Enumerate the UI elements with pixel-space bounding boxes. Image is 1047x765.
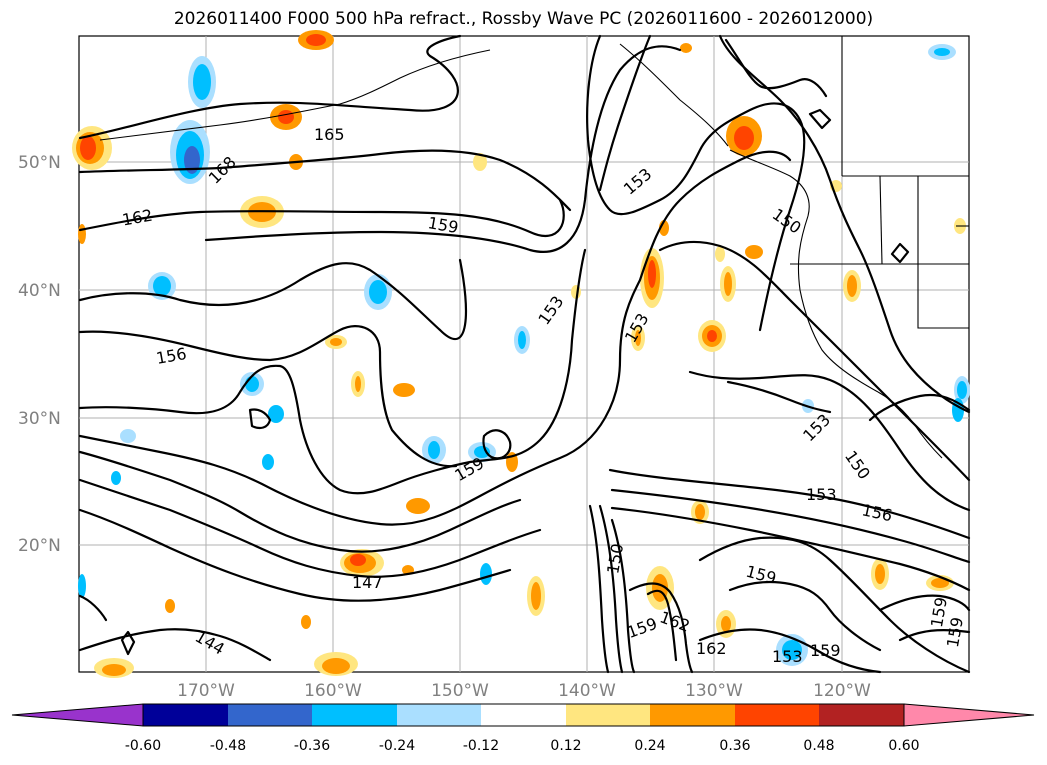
lon-tick-label: 160°W <box>304 681 362 701</box>
negative-anomaly <box>120 429 136 443</box>
negative-anomaly <box>428 441 440 459</box>
colorbar-bin <box>819 704 904 726</box>
longitude-labels: 170°W 160°W 150°W 140°W 130°W 120°W <box>177 681 871 701</box>
colorbar-bin <box>481 704 566 726</box>
colorbar: -0.60 -0.48 -0.36 -0.24 -0.12 0.12 0.24 … <box>11 703 1035 754</box>
negative-anomaly <box>245 376 259 392</box>
positive-anomaly <box>306 34 326 46</box>
colorbar-extend-max <box>903 703 1035 727</box>
positive-anomaly <box>695 504 705 520</box>
positive-anomaly <box>875 564 885 584</box>
negative-anomaly <box>262 454 274 470</box>
colorbar-outline <box>142 703 905 727</box>
lat-tick-label: 50°N <box>18 153 61 173</box>
colorbar-bin <box>312 704 397 726</box>
colorbar-tick-label: 0.48 <box>803 738 834 754</box>
lat-tick-label: 40°N <box>18 281 61 301</box>
contour-label: 153 <box>806 485 837 504</box>
positive-anomaly <box>393 383 415 397</box>
positive-anomaly <box>406 498 430 514</box>
colorbar-extend-min <box>11 703 144 727</box>
lat-tick-label: 30°N <box>18 409 61 429</box>
negative-anomaly <box>193 64 211 100</box>
positive-anomaly <box>680 43 692 53</box>
contour-label: 159 <box>810 641 841 660</box>
positive-anomaly <box>322 658 350 674</box>
colorbar-bin <box>650 704 735 726</box>
positive-anomaly <box>734 126 754 150</box>
positive-anomaly <box>724 272 732 296</box>
positive-anomaly <box>473 153 487 171</box>
map-panel <box>72 30 971 678</box>
positive-anomaly <box>707 330 717 342</box>
colorbar-tick-label: -0.24 <box>379 738 415 754</box>
map-frame <box>78 35 970 673</box>
height-contours <box>78 34 971 674</box>
positive-anomaly <box>278 110 294 124</box>
latitude-labels: 50°N 40°N 30°N 20°N <box>18 153 61 556</box>
colorbar-tick-label: 0.60 <box>888 738 919 754</box>
chart-title: 2026011400 F000 500 hPa refract., Rossby… <box>173 9 874 29</box>
positive-anomaly <box>931 578 949 588</box>
negative-anomaly <box>957 381 967 399</box>
colorbar-bin <box>566 704 650 726</box>
lat-tick-label: 20°N <box>18 536 61 556</box>
colorbar-bin <box>228 704 312 726</box>
positive-anomaly <box>330 338 342 346</box>
positive-anomaly <box>80 136 96 160</box>
coastlines <box>99 36 969 459</box>
negative-anomaly <box>153 276 171 296</box>
negative-anomaly <box>518 331 526 349</box>
negative-anomaly <box>369 280 387 304</box>
contour-label: 147 <box>352 573 383 592</box>
positive-anomaly <box>745 245 763 259</box>
lon-tick-label: 150°W <box>431 681 489 701</box>
colorbar-bin <box>397 704 481 726</box>
colorbar-bin <box>143 704 228 726</box>
contour-label: 153 <box>772 647 803 666</box>
colorbar-tick-label: 0.24 <box>634 738 665 754</box>
positive-anomaly <box>635 330 641 346</box>
colorbar-tick-label: -0.60 <box>125 738 161 754</box>
positive-anomaly <box>715 246 725 262</box>
positive-anomaly <box>531 582 541 610</box>
positive-anomaly <box>165 599 175 613</box>
contour-label: 165 <box>314 125 345 144</box>
positive-anomaly <box>350 554 366 566</box>
negative-anomaly <box>78 574 86 598</box>
lon-tick-label: 120°W <box>813 681 871 701</box>
anomaly-fills <box>72 30 970 678</box>
lon-tick-label: 130°W <box>685 681 743 701</box>
positive-anomaly <box>721 616 731 632</box>
positive-anomaly <box>648 260 656 288</box>
lon-tick-label: 170°W <box>177 681 235 701</box>
colorbar-bin <box>735 704 819 726</box>
negative-anomaly <box>111 471 121 485</box>
positive-anomaly <box>355 376 361 392</box>
contour-label: 162 <box>696 639 727 658</box>
colorbar-tick-label: -0.12 <box>463 738 499 754</box>
positive-anomaly <box>102 664 126 676</box>
positive-anomaly <box>847 275 857 297</box>
colorbar-tick-label: 0.36 <box>719 738 750 754</box>
negative-anomaly <box>480 563 492 585</box>
colorbar-tick-label: -0.48 <box>210 738 246 754</box>
negative-anomaly <box>268 405 284 423</box>
negative-anomaly <box>184 146 200 174</box>
positive-anomaly <box>78 224 86 244</box>
negative-anomaly <box>782 640 802 660</box>
colorbar-tick-label: -0.36 <box>294 738 330 754</box>
lon-tick-label: 140°W <box>558 681 616 701</box>
positive-anomaly <box>301 615 311 629</box>
colorbar-tick-label: 0.12 <box>550 738 581 754</box>
negative-anomaly <box>934 48 950 56</box>
